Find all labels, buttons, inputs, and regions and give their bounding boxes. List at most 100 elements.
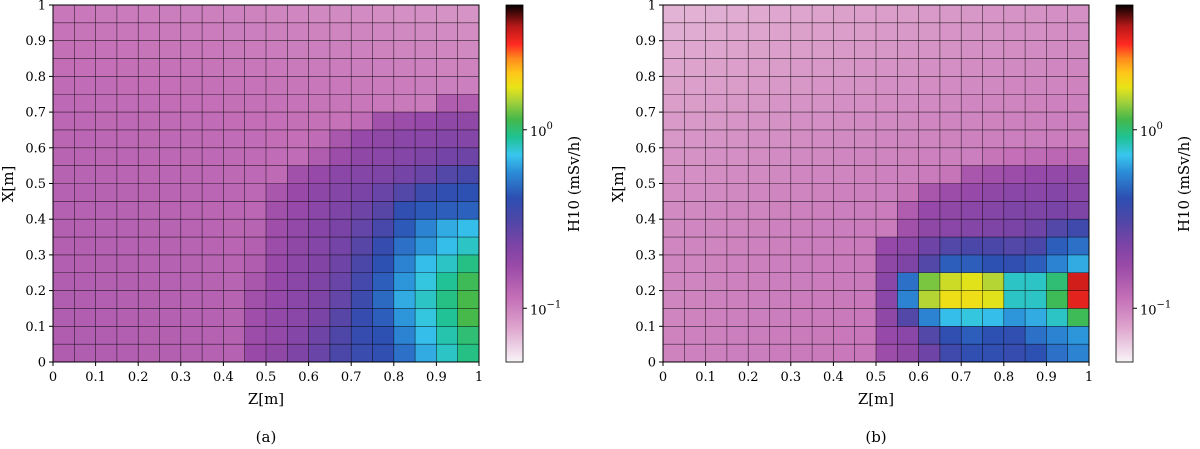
heatmap-cell <box>180 129 203 149</box>
heatmap-cell <box>202 237 224 256</box>
heatmap-cell <box>393 165 416 184</box>
heatmap-cell <box>1025 326 1047 345</box>
heatmap-cell <box>116 147 139 167</box>
colorbar-ticks-a: 100 10−1 <box>523 121 561 318</box>
heatmap-cell <box>1067 129 1090 149</box>
heatmap-cell <box>266 5 288 24</box>
heatmap-cell <box>876 272 898 291</box>
heatmap-cell <box>116 94 139 113</box>
heatmap-cell <box>854 254 877 274</box>
heatmap-cell <box>159 40 182 59</box>
heatmap-cell <box>918 237 941 256</box>
heatmap-cell <box>769 272 792 291</box>
heatmap-cell <box>351 201 373 220</box>
heatmap-cell <box>684 290 706 309</box>
heatmap-cell <box>351 165 373 184</box>
heatmap-cell <box>138 147 160 167</box>
heatmap-cell <box>897 94 919 113</box>
heatmap-cell <box>308 40 331 59</box>
heatmap-cell <box>982 58 1005 77</box>
heatmap-cell <box>876 344 898 363</box>
heatmap-cell <box>876 5 898 24</box>
heatmap-cell <box>138 237 160 256</box>
heatmap-cell <box>1046 272 1069 291</box>
heatmap-cell <box>1046 290 1069 309</box>
heatmap-cell <box>159 129 182 149</box>
heatmap-cell <box>202 201 224 220</box>
heatmap-cell <box>95 183 118 202</box>
heatmap-cell <box>53 201 75 220</box>
heatmap-cell <box>1067 40 1090 59</box>
heatmap-cell <box>705 183 728 202</box>
heatmap-cell <box>287 201 309 220</box>
heatmap-cell <box>939 290 962 309</box>
heatmap-cell <box>790 272 813 291</box>
heatmap-cell <box>705 290 728 309</box>
heatmap-cell <box>812 76 834 95</box>
colorbar-tick-label: 10−1 <box>530 299 561 318</box>
heatmap-cell <box>457 76 480 95</box>
heatmap-cell <box>308 290 331 309</box>
heatmap-cell <box>53 58 75 77</box>
heatmap-cell <box>393 237 416 256</box>
heatmap-cell <box>726 147 749 167</box>
heatmap-cell <box>961 40 983 59</box>
heatmap-cell <box>266 94 288 113</box>
heatmap-cell <box>1067 201 1090 220</box>
x-tick-label: 1 <box>475 370 483 385</box>
heatmap-cell <box>415 237 437 256</box>
heatmap-cell <box>748 112 770 131</box>
heatmap-cell <box>436 201 459 220</box>
heatmap-cell <box>457 112 480 131</box>
heatmap-cell <box>436 165 459 184</box>
heatmap-cell <box>138 290 160 309</box>
heatmap-cell <box>726 5 749 24</box>
heatmap-cell <box>1025 183 1047 202</box>
heatmap-cell <box>53 94 75 113</box>
heatmap-cell <box>329 129 352 149</box>
heatmap-cell <box>876 237 898 256</box>
heatmap-cell <box>308 237 331 256</box>
heatmap-cell <box>663 308 685 327</box>
heatmap-cell <box>939 254 962 274</box>
heatmap-cell <box>684 165 706 184</box>
heatmap-cell <box>287 129 309 149</box>
heatmap-cell <box>833 22 856 42</box>
heatmap-cell <box>961 147 983 167</box>
y-tick-label: 0.2 <box>25 284 46 299</box>
x-axis-label-b: Z[m] <box>858 390 894 408</box>
heatmap-cell <box>329 76 352 95</box>
heatmap-cell <box>351 22 373 42</box>
heatmap-cell <box>833 254 856 274</box>
y-tick-label: 0.6 <box>635 141 656 156</box>
heatmap-cell <box>812 272 834 291</box>
heatmap-cell <box>308 5 331 24</box>
heatmap-cell <box>812 58 834 77</box>
heatmap-cell <box>790 326 813 345</box>
heatmap-cell <box>223 129 246 149</box>
heatmap-cell <box>790 237 813 256</box>
heatmap-cell <box>982 94 1005 113</box>
heatmap-cell <box>351 344 373 363</box>
heatmap-cell <box>833 147 856 167</box>
heatmap-cell <box>897 344 919 363</box>
heatmap-cell <box>833 344 856 363</box>
heatmap-cell <box>684 22 706 42</box>
heatmap-cell <box>1025 219 1047 238</box>
heatmap-cell <box>74 254 96 274</box>
heatmap-cell <box>769 40 792 59</box>
heatmap-cell <box>1025 94 1047 113</box>
heatmap-cell <box>457 40 480 59</box>
heatmap-cell <box>436 237 459 256</box>
heatmap-cell <box>961 219 983 238</box>
heatmap-cell <box>1067 237 1090 256</box>
heatmap-cell <box>266 201 288 220</box>
colorbar-b <box>1115 4 1134 363</box>
heatmap-cell <box>939 165 962 184</box>
heatmap-cell <box>74 112 96 131</box>
heatmap-cell <box>1003 112 1026 131</box>
heatmap-cell <box>705 76 728 95</box>
heatmap-cell <box>684 237 706 256</box>
heatmap-cell <box>876 219 898 238</box>
heatmap-cell <box>1046 112 1069 131</box>
